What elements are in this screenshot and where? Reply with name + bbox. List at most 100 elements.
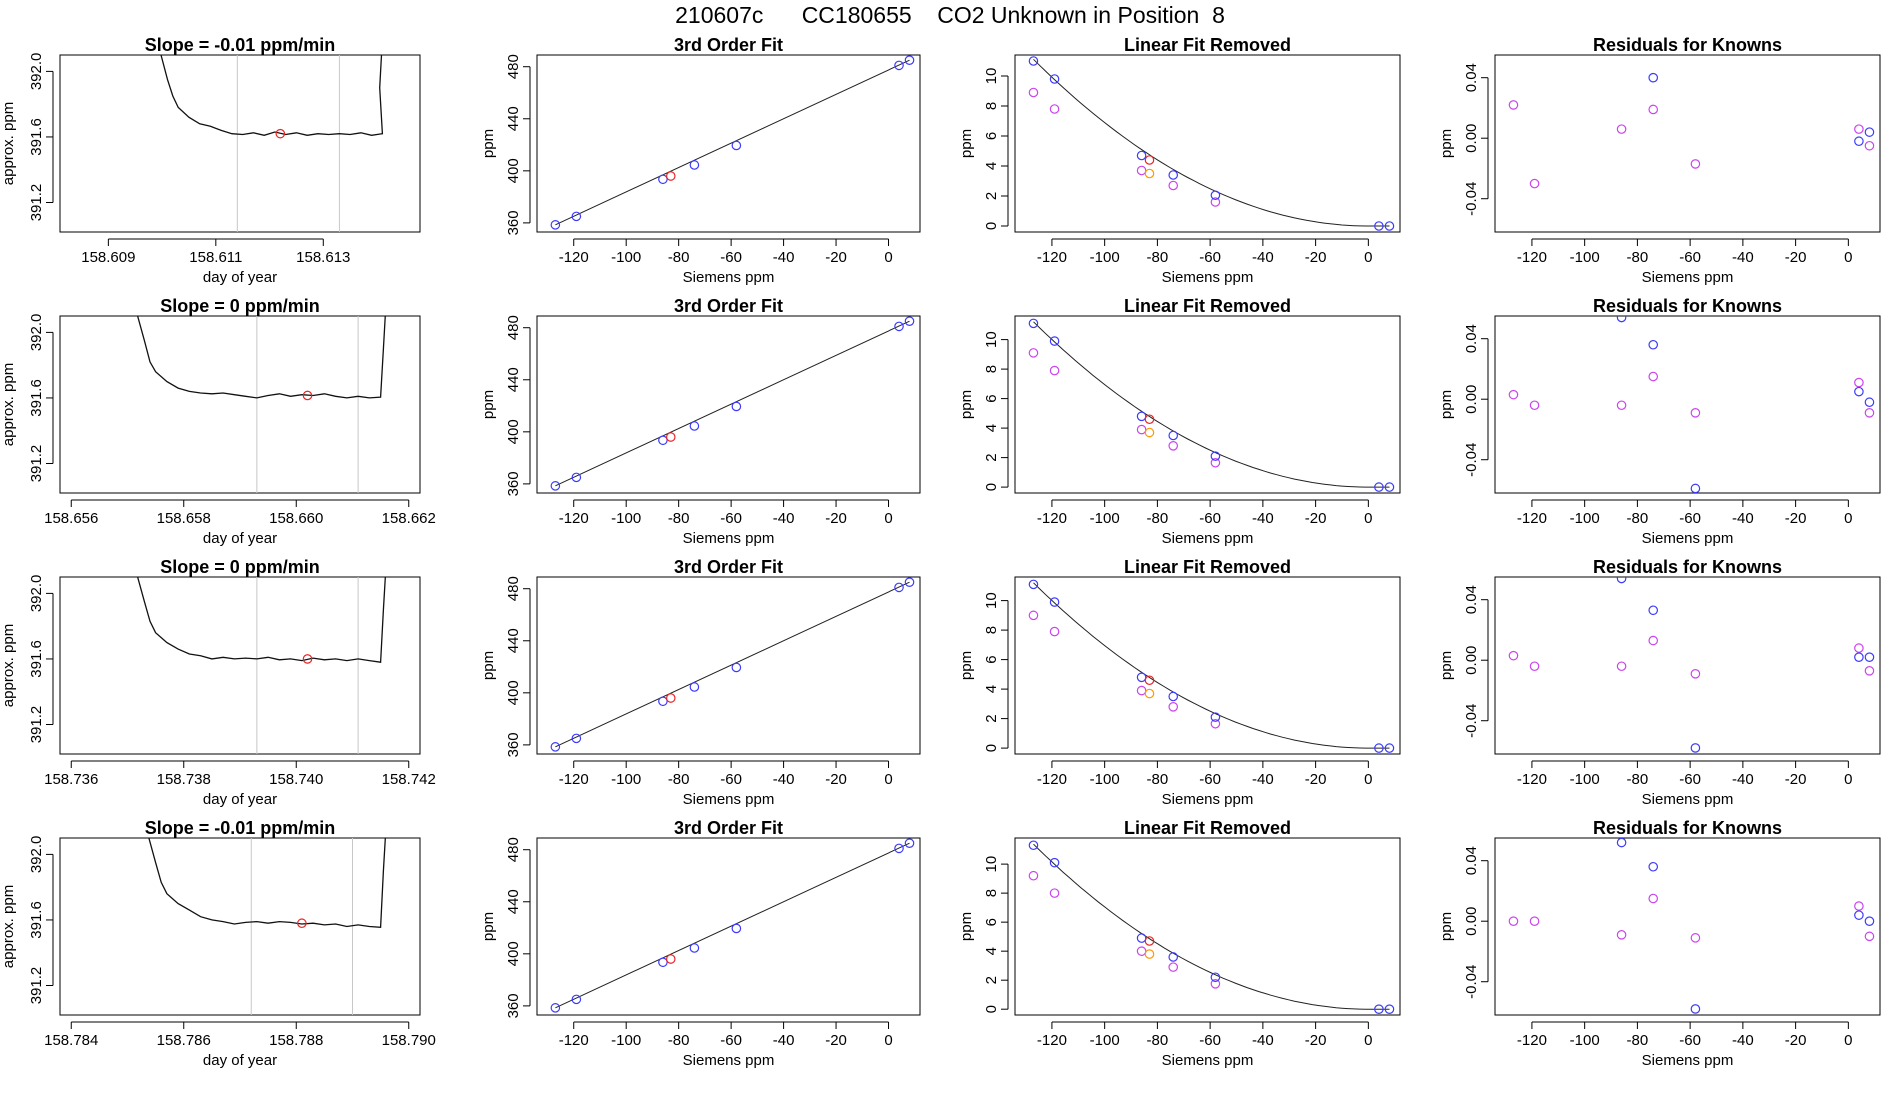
r4-linear_removed-title: Linear Fit Removed — [1124, 818, 1291, 838]
r3-fit3-panel: 3rd Order Fit -120 -100 -80 -60 -40 -20 0 Siemen… — [480, 557, 921, 808]
r4-fit3-y-tick-label: 440 — [505, 889, 522, 914]
r3-residuals-panel: Residuals for Knowns -120 -100 -80 -60 -40 -20… — [1438, 557, 1881, 808]
r2-linear_removed-data-area — [1028, 318, 1395, 492]
r2-timeseries-title: Slope = 0 ppm/min — [160, 296, 320, 316]
r4-linear_removed-point-magenta — [1168, 962, 1179, 972]
r2-residuals-x-label: Siemens ppm — [1642, 530, 1734, 547]
r1-fit3-point-blue — [658, 174, 668, 185]
r2-fit3-x-tick-label: -80 — [668, 510, 690, 527]
r2-fit3-point-blue — [689, 421, 700, 431]
r4-linear_removed-y-tick-label: 4 — [983, 947, 1000, 955]
r3-residuals-y-label: ppm — [1438, 651, 1455, 680]
r3-fit3-frame — [536, 576, 921, 755]
r3-residuals-point-magenta — [1864, 665, 1875, 676]
r1-residuals-x-tick-label: -120 — [1517, 249, 1547, 266]
r2-residuals-y-tick-label: -0.04 — [1463, 443, 1480, 477]
r2-linear_removed-point-magenta — [1049, 365, 1060, 376]
r3-residuals-point-magenta — [1854, 643, 1864, 653]
r3-linear_removed-panel: Linear Fit Removed -120 -100 -80 -60 -40 -20 0 S… — [958, 557, 1401, 808]
r2-linear_removed-x-tick-label: -20 — [1305, 510, 1327, 527]
r4-timeseries-panel: Slope = -0.01 ppm/min 158.784 158.786 158.7… — [0, 818, 436, 1069]
r4-fit3-panel: 3rd Order Fit -120 -100 -80 -60 -40 -20 0 Siemen… — [480, 818, 921, 1069]
r2-residuals-point-magenta — [1616, 400, 1627, 411]
r1-residuals-title: Residuals for Knowns — [1593, 35, 1782, 55]
r3-fit3-x-tick-label: -100 — [611, 771, 641, 788]
r1-fit3-point-blue — [731, 140, 742, 151]
r4-residuals-x-label: Siemens ppm — [1642, 1052, 1734, 1069]
r4-fit3-x-label: Siemens ppm — [683, 1052, 775, 1069]
r1-linear_removed-y-tick-label: 8 — [983, 102, 1000, 110]
r4-linear_removed-x-tick-label: -40 — [1252, 1032, 1274, 1049]
r3-linear_removed-point-magenta — [1136, 685, 1147, 696]
r4-linear_removed-point-magenta — [1028, 870, 1039, 881]
r3-timeseries-y-tick-label: 392.0 — [28, 575, 45, 613]
r1-linear_removed-point-blue — [1049, 74, 1060, 84]
r4-linear_removed-y-tick-label: 8 — [983, 889, 1000, 897]
r1-residuals-point-magenta — [1616, 124, 1627, 134]
r3-residuals-x-tick-label: -120 — [1517, 771, 1547, 788]
r1-linear_removed-point-magenta — [1028, 87, 1039, 98]
r2-fit3-point-blue — [731, 401, 742, 412]
r1-residuals-data-area — [1508, 72, 1875, 189]
r4-linear_removed-point-magenta — [1210, 979, 1221, 989]
r4-timeseries-x-tick-label: 158.790 — [382, 1032, 436, 1049]
r1-linear_removed-frame — [1014, 54, 1401, 233]
r3-linear_removed-point-magenta — [1168, 701, 1179, 712]
r4-fit3-data-area — [550, 838, 915, 1013]
r3-linear_removed-point-magenta — [1210, 718, 1221, 729]
r4-residuals-x-tick-label: -120 — [1517, 1032, 1547, 1049]
r4-linear_removed-point-magenta — [1136, 946, 1147, 956]
r4-residuals-y-label: ppm — [1438, 912, 1455, 941]
r3-fit3-x-tick-label: -20 — [825, 771, 847, 788]
r3-residuals-y-tick-label: 0.00 — [1463, 646, 1480, 675]
r2-residuals-point-magenta — [1854, 377, 1864, 388]
r2-timeseries-x-label: day of year — [203, 530, 277, 547]
r2-residuals-point-blue — [1854, 386, 1864, 397]
r3-linear_removed-x-tick-label: -40 — [1252, 771, 1274, 788]
r2-linear_removed-point-magenta — [1028, 348, 1039, 358]
r2-timeseries-y-tick-label: 391.2 — [28, 445, 45, 483]
r4-linear_removed-x-tick-label: -20 — [1305, 1032, 1327, 1049]
r2-timeseries-y-tick-label: 391.6 — [28, 379, 45, 417]
r3-fit3-point-red — [665, 693, 676, 703]
r2-residuals-point-magenta — [1864, 408, 1875, 418]
r4-fit3-frame — [536, 837, 921, 1016]
r4-residuals-x-tick-label: 0 — [1844, 1032, 1852, 1049]
r4-linear_removed-fit-curve — [1033, 843, 1390, 1010]
r1-fit3-point-blue — [550, 220, 561, 230]
r1-linear_removed-x-tick-label: -60 — [1199, 249, 1221, 266]
r3-timeseries-frame — [59, 576, 421, 755]
r1-residuals-x-label: Siemens ppm — [1642, 269, 1734, 286]
r1-linear_removed-x-label: Siemens ppm — [1162, 269, 1254, 286]
r3-residuals-x-label: Siemens ppm — [1642, 791, 1734, 808]
r4-fit3-y-tick-label: 400 — [505, 941, 522, 966]
r3-fit3-point-blue — [689, 682, 700, 692]
r1-fit3-point-blue — [571, 211, 582, 222]
r2-timeseries-x-tick-label: 158.658 — [157, 510, 211, 527]
r3-fit3-x-tick-label: -120 — [559, 771, 589, 788]
r4-fit3-title: 3rd Order Fit — [674, 818, 783, 838]
r2-timeseries-x-tick-label: 158.662 — [382, 510, 436, 527]
r4-residuals-y-tick-label: 0.00 — [1463, 907, 1480, 936]
r3-timeseries-series-line — [136, 577, 386, 663]
r1-timeseries-title: Slope = -0.01 ppm/min — [145, 35, 336, 55]
r2-linear_removed-y-tick-label: 2 — [983, 453, 1000, 461]
r1-linear_removed-x-tick-label: -20 — [1305, 249, 1327, 266]
r3-timeseries-title: Slope = 0 ppm/min — [160, 557, 320, 577]
r1-fit3-frame — [536, 54, 921, 233]
r1-residuals-point-blue — [1648, 72, 1659, 83]
r1-timeseries-mean-marker — [275, 128, 286, 139]
r2-linear_removed-x-tick-label: -120 — [1037, 510, 1067, 527]
r1-timeseries-y-tick-label: 391.2 — [28, 184, 45, 222]
r2-residuals-y-tick-label: 0.00 — [1463, 385, 1480, 414]
r3-linear_removed-point-orange — [1144, 688, 1155, 699]
r1-fit3-fit-line — [555, 59, 910, 226]
r3-fit3-point-blue — [904, 577, 915, 588]
r1-timeseries-x-label: day of year — [203, 269, 277, 286]
r4-fit3-fit-line — [555, 842, 910, 1009]
r2-residuals-point-magenta — [1529, 400, 1540, 411]
r1-linear_removed-point-blue — [1136, 150, 1147, 161]
r4-timeseries-data-area — [148, 838, 386, 1015]
r3-residuals-x-tick-label: -20 — [1785, 771, 1807, 788]
r2-residuals-panel: Residuals for Knowns -120 -100 -80 -60 -40 -20… — [1438, 296, 1881, 547]
